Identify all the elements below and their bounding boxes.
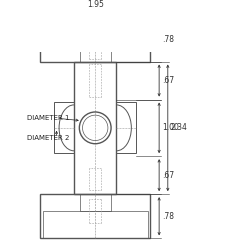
Bar [80, 44, 111, 62]
Text: .78: .78 [162, 35, 174, 44]
Bar [43, 17, 148, 44]
Bar [74, 62, 117, 194]
Bar [117, 102, 136, 153]
Text: 1.95: 1.95 [87, 0, 104, 10]
Text: DIAMETER 1: DIAMETER 1 [27, 115, 69, 121]
Text: .67: .67 [162, 171, 174, 180]
Text: .67: .67 [162, 76, 174, 85]
Bar [54, 102, 74, 153]
Text: .78: .78 [162, 212, 174, 221]
Bar [80, 194, 111, 211]
Bar [43, 211, 148, 238]
Bar [40, 17, 150, 62]
Text: 2.34: 2.34 [171, 123, 188, 132]
Text: DIAMETER 2: DIAMETER 2 [27, 135, 69, 141]
Bar [40, 194, 150, 238]
Text: 1.00: 1.00 [162, 123, 179, 132]
